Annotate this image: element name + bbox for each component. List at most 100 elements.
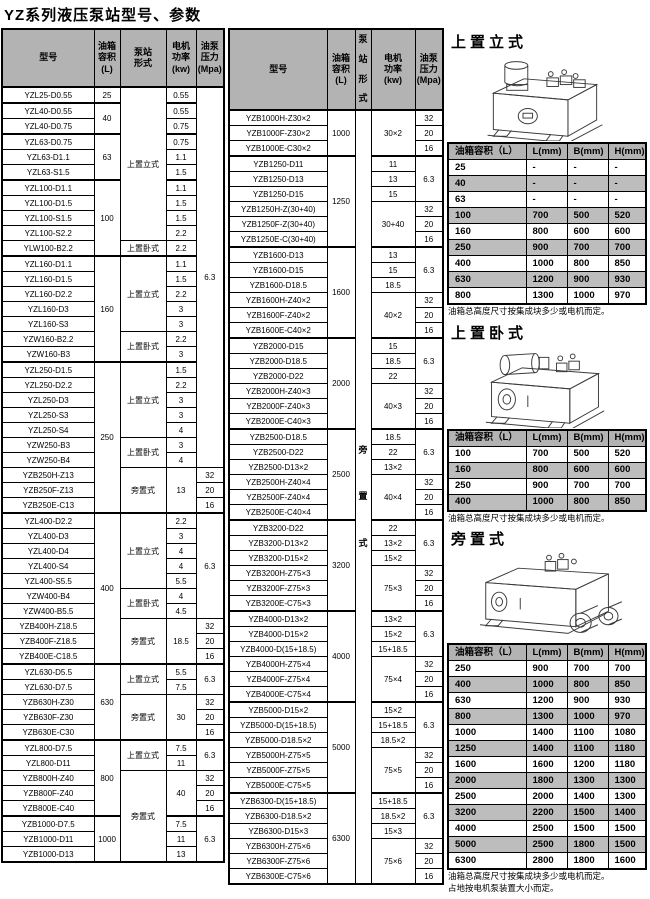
column-header: H(mm) xyxy=(607,429,647,447)
note-tank-height: 油箱总高度尺寸按集成块多少或电机而定。 xyxy=(448,306,610,316)
cell: 15 xyxy=(370,186,416,203)
table-row: 63- - - xyxy=(447,191,647,208)
cell: 16 xyxy=(195,648,225,665)
cell: 2000 xyxy=(447,772,527,790)
table-row: YZW160-B2.2 上置卧式 2.2 xyxy=(1,331,224,363)
cell: - xyxy=(607,191,647,208)
column-header: L(mm) xyxy=(525,643,568,662)
cell: YZB2000H-Z40×3 xyxy=(228,383,328,400)
cell: 16 xyxy=(195,724,225,741)
cell: YZB4000-D(15+18.5) xyxy=(228,641,328,658)
table-row: YZB1600F-Z40×2 20 xyxy=(228,307,444,324)
column-header: L(mm) xyxy=(525,429,568,447)
cell: 20 xyxy=(195,709,225,725)
cell: YZB1600E-C40×2 xyxy=(228,322,328,339)
cell: 500 xyxy=(566,207,609,224)
cell: YZB6300-D15×3 xyxy=(228,823,328,840)
table-row: YZB6300H-Z75×6 75×6 32 xyxy=(228,838,444,885)
cell: 800 xyxy=(566,255,609,272)
cell: 6.3 xyxy=(414,701,444,749)
cell: 32 xyxy=(414,201,444,218)
cell: YZB3200H-Z75×3 xyxy=(228,565,328,582)
table-row: YZL400-D2.2 400 上置立式 2.2 6.3 xyxy=(1,512,225,665)
cell: YZB400F-Z18.5 xyxy=(1,633,95,649)
cell: 18.5×2 xyxy=(370,808,416,825)
header-row: 油箱容积（L） L(mm) B(mm) H(mm) xyxy=(447,643,647,662)
cell: YZB1250-D11 xyxy=(228,155,328,173)
cell: 2500 xyxy=(525,836,568,854)
cell: 1300 xyxy=(525,708,568,726)
cell: 上置立式 xyxy=(119,86,167,241)
cell: YZW250-B3 xyxy=(1,437,95,453)
cell: 1800 xyxy=(566,852,609,870)
cell: 32 xyxy=(414,109,444,127)
cell: 13 xyxy=(165,846,197,863)
table-row: YZB1000H-Z30×2 1000 旁 置 式 30×2 32 xyxy=(228,109,444,885)
cell: 6.3 xyxy=(414,246,444,294)
dimension-panel: 上置立式 xyxy=(447,28,649,899)
cell: 500 xyxy=(566,445,609,463)
table-row: YZB4000-D13×2 4000 13×2 6.3 xyxy=(228,610,444,703)
column-header: 型号 xyxy=(228,28,328,111)
cell: 20 xyxy=(414,307,444,324)
cell: 1000 xyxy=(525,493,568,512)
cell: 1000 xyxy=(525,255,568,272)
cell: 20 xyxy=(414,671,444,688)
cell: 1.5 xyxy=(165,271,197,287)
table-row: 250 900 700 700 xyxy=(447,477,647,495)
cell: 2000 xyxy=(525,788,568,806)
table-row: YZL400-D3 3 xyxy=(1,528,224,544)
table-row: YZB1250-D13 13 xyxy=(228,171,443,188)
cell: YZL100-D1.1 xyxy=(1,179,95,196)
cell: - xyxy=(607,175,647,192)
table-row: YZL25-D0.55 25 上置立式 0.55 6.3 xyxy=(1,86,225,468)
cell: - xyxy=(566,175,609,192)
cell: - xyxy=(525,159,568,176)
cell: 800 xyxy=(525,461,568,479)
header-row: 型号 油箱 容积 (L) 泵 站 形 式电机 功率 (kw) 油泵 压力 (Mpa) xyxy=(228,28,444,111)
table-row: YZL63-D0.75 63 0.75 xyxy=(1,133,224,181)
cell: 1.5 xyxy=(165,164,197,181)
cell: 520 xyxy=(607,207,647,224)
column-header: 油泵 压力 (Mpa) xyxy=(414,28,444,111)
cell: 16 xyxy=(195,497,225,514)
cell: YZB6300-D(15+18.5) xyxy=(228,792,328,810)
column-header: B(mm) xyxy=(566,429,609,447)
cell: 0.75 xyxy=(165,133,197,150)
cell: 1000 xyxy=(566,287,609,305)
cell: YZB4000H-Z75×4 xyxy=(228,656,328,673)
table-row: YZB3200-D22 3200 22 6.3 xyxy=(228,519,444,612)
cell: 旁置式 xyxy=(119,618,167,665)
page-title: YZ系列液压泵站型号、参数 xyxy=(4,7,202,24)
cell: YZL100-D1.5 xyxy=(1,195,95,211)
cell: 上置立式 xyxy=(119,663,167,695)
table-row: 250 900 700 700 xyxy=(447,239,647,256)
table-row: YZB1000-D11 11 xyxy=(1,831,224,847)
cell: 1000 xyxy=(326,109,356,157)
cell: 1300 xyxy=(566,772,609,790)
cell: 22 xyxy=(370,444,416,461)
table-row: YZB4000-D15×2 15×2 xyxy=(228,626,443,643)
cell: 2800 xyxy=(525,852,568,870)
cell: 32 xyxy=(195,770,225,786)
cell: 1080 xyxy=(607,724,647,742)
cell: YZB1600-D18.5 xyxy=(228,277,328,294)
cell: 3 xyxy=(165,316,197,332)
cell: YZB1000H-Z30×2 xyxy=(228,109,328,127)
cell: 18.5 xyxy=(370,353,416,370)
cell: 32 xyxy=(414,292,444,309)
column-header: B(mm) xyxy=(566,643,609,662)
cell: 700 xyxy=(607,239,647,256)
table-row: YZB1000-D7.5 1000 7.5 6.3 xyxy=(1,815,225,863)
cell: YZB630H-Z30 xyxy=(1,694,95,710)
cell: 18.5 xyxy=(370,277,416,294)
cell: 2.2 xyxy=(165,240,197,257)
cell: 2.2 xyxy=(165,286,197,302)
table-row: YZB6300-D(15+18.5) 6300 15+18.5 6.3 xyxy=(228,792,444,885)
table-row: YZB4000F-Z75×4 20 xyxy=(228,671,444,688)
cell: 400 xyxy=(447,493,527,512)
cell: 旁置式 xyxy=(119,694,167,741)
cell: YZB1250E-C(30+40) xyxy=(228,231,328,248)
cell: 16 xyxy=(414,595,444,612)
cell: 970 xyxy=(607,708,647,726)
